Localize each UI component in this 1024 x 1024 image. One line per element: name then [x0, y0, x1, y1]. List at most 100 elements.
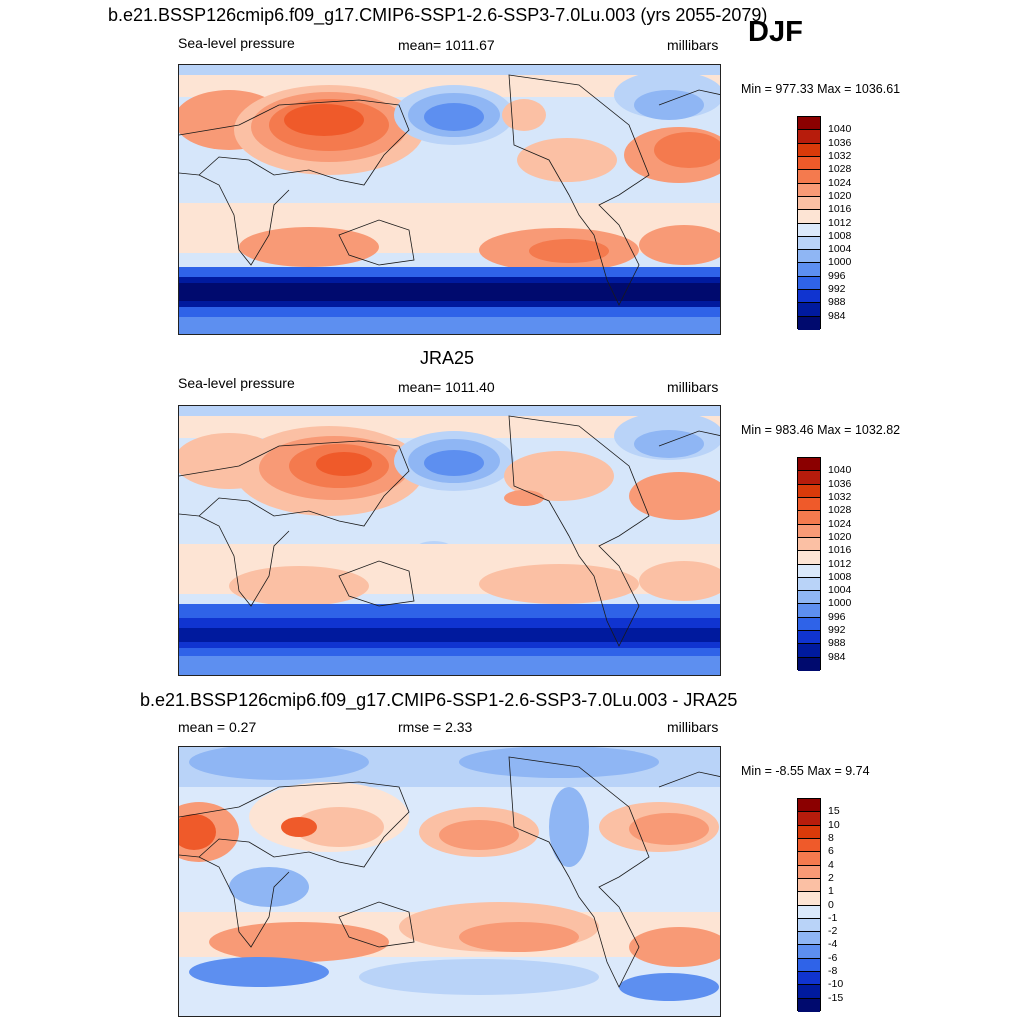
- colorbar-segment: [798, 985, 820, 999]
- colorbar-segment: [798, 812, 820, 826]
- panel-2-title: JRA25: [420, 348, 475, 368]
- colorbar-segment: [798, 945, 820, 959]
- colorbar-tick-label: 992: [828, 283, 846, 296]
- panel-2-variable-label: Sea-level pressure: [178, 375, 295, 391]
- colorbar-tick-label: -6: [828, 951, 838, 964]
- colorbar-segment: [798, 170, 820, 184]
- panel-2-minmax: Min = 983.46 Max = 1032.82: [741, 423, 901, 437]
- colorbar-tick-label: -8: [828, 965, 838, 978]
- panel-1-minmax: Min = 977.33 Max = 1036.61: [741, 82, 901, 96]
- colorbar-segment: [798, 196, 820, 211]
- colorbar-segment: [798, 551, 820, 565]
- colorbar-segment: [798, 210, 820, 224]
- colorbar-tick-label: -10: [828, 978, 844, 991]
- colorbar-segment: [798, 263, 820, 277]
- colorbar-tick-label: 1020: [828, 189, 852, 202]
- colorbar-segment: [798, 183, 820, 197]
- colorbar-tick-label: 984: [828, 309, 846, 322]
- colorbar-segment: [798, 865, 820, 879]
- panel-3-minmax: Min = -8.55 Max = 9.74: [741, 764, 870, 778]
- colorbar-segment: [798, 838, 820, 853]
- panel-3-colorbar: [797, 798, 821, 1012]
- colorbar-tick-label: -1: [828, 911, 838, 924]
- colorbar-tick-label: 1: [828, 885, 834, 898]
- colorbar-tick-label: 1024: [828, 517, 852, 530]
- colorbar-segment: [798, 564, 820, 578]
- colorbar-tick-label: 1028: [828, 163, 852, 176]
- colorbar-tick-label: 1016: [828, 544, 852, 557]
- panel-1-variable-label: Sea-level pressure: [178, 35, 295, 51]
- panel-3-map: [178, 746, 721, 1017]
- panel-2-units-label: millibars: [667, 379, 719, 395]
- colorbar-segment: [798, 471, 820, 485]
- panel-1-units-label: millibars: [667, 37, 719, 53]
- panel-2-map: [178, 405, 721, 676]
- colorbar-segment: [798, 303, 820, 317]
- colorbar-segment: [798, 117, 820, 131]
- season-label: DJF: [748, 16, 803, 48]
- colorbar-tick-label: -15: [828, 991, 844, 1004]
- colorbar-tick-label: 1020: [828, 530, 852, 543]
- colorbar-segment: [798, 998, 820, 1012]
- colorbar-tick-label: 1004: [828, 584, 852, 597]
- colorbar-segment: [798, 524, 820, 538]
- colorbar-segment: [798, 156, 820, 171]
- colorbar-segment: [798, 484, 820, 498]
- colorbar-segment: [798, 958, 820, 973]
- colorbar-segment: [798, 537, 820, 552]
- colorbar-tick-label: 1036: [828, 477, 852, 490]
- colorbar-tick-label: 996: [828, 269, 846, 282]
- colorbar-segment: [798, 799, 820, 813]
- colorbar-segment: [798, 223, 820, 237]
- panel-3-mean-label: mean = 0.27: [178, 719, 257, 735]
- colorbar-tick-label: 10: [828, 818, 840, 831]
- colorbar-tick-label: 0: [828, 898, 834, 911]
- colorbar-segment: [798, 972, 820, 986]
- panel-1-map: [178, 64, 721, 335]
- colorbar-segment: [798, 250, 820, 264]
- colorbar-tick-label: 4: [828, 858, 834, 871]
- colorbar-segment: [798, 825, 820, 839]
- colorbar-tick-label: 1008: [828, 229, 852, 242]
- colorbar-tick-label: 988: [828, 296, 846, 309]
- colorbar-tick-label: 1040: [828, 123, 852, 136]
- colorbar-tick-label: 1032: [828, 490, 852, 503]
- colorbar-tick-label: 1036: [828, 136, 852, 149]
- panel-3-title: b.e21.BSSP126cmip6.f09_g17.CMIP6-SSP1-2.…: [140, 690, 738, 710]
- colorbar-tick-label: 1008: [828, 570, 852, 583]
- colorbar-tick-label: 15: [828, 805, 840, 818]
- colorbar-tick-label: -2: [828, 925, 838, 938]
- panel-3-units-label: millibars: [667, 719, 719, 735]
- colorbar-tick-label: 1024: [828, 176, 852, 189]
- colorbar-segment: [798, 497, 820, 512]
- colorbar-segment: [798, 644, 820, 658]
- colorbar-segment: [798, 932, 820, 946]
- colorbar-segment: [798, 290, 820, 304]
- colorbar-tick-label: 1012: [828, 557, 852, 570]
- colorbar-tick-label: 1004: [828, 243, 852, 256]
- colorbar-tick-label: 988: [828, 637, 846, 650]
- colorbar-tick-label: 1012: [828, 216, 852, 229]
- panel-3-rmse-label: rmse = 2.33: [398, 719, 473, 735]
- colorbar-tick-label: 1000: [828, 256, 852, 269]
- colorbar-tick-label: 1000: [828, 597, 852, 610]
- colorbar-tick-label: 1032: [828, 149, 852, 162]
- colorbar-segment: [798, 604, 820, 618]
- panel-1-colorbar: [797, 116, 821, 330]
- colorbar-tick-label: -4: [828, 938, 838, 951]
- colorbar-segment: [798, 316, 820, 330]
- colorbar-segment: [798, 511, 820, 525]
- colorbar-segment: [798, 143, 820, 157]
- colorbar-segment: [798, 892, 820, 906]
- colorbar-tick-label: 6: [828, 845, 834, 858]
- colorbar-segment: [798, 591, 820, 605]
- colorbar-segment: [798, 878, 820, 893]
- colorbar-tick-label: 1016: [828, 203, 852, 216]
- panel-2-mean-label: mean= 1011.40: [398, 379, 495, 395]
- colorbar-segment: [798, 617, 820, 632]
- colorbar-segment: [798, 236, 820, 251]
- colorbar-tick-label: 984: [828, 650, 846, 663]
- colorbar-tick-label: 1028: [828, 504, 852, 517]
- colorbar-segment: [798, 577, 820, 592]
- colorbar-tick-label: 2: [828, 871, 834, 884]
